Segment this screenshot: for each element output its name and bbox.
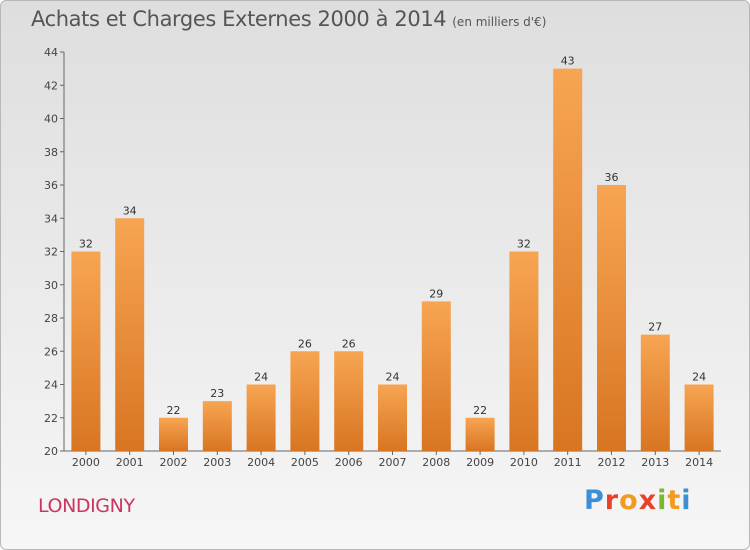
bars: 32 34 22 23 24 26 26 24 29 22 32 43 36 27 24 (71, 55, 714, 451)
bar-value-label: 43 (561, 55, 575, 68)
chart-title: Achats et Charges Externes 2000 à 2014 (31, 7, 447, 31)
bar (597, 185, 626, 451)
x-tick-label: 2013 (641, 456, 669, 469)
y-tick-label: 44 (44, 46, 58, 59)
bar-value-label: 32 (517, 238, 531, 251)
y-tick-label: 42 (44, 79, 58, 92)
bar-value-label: 32 (79, 238, 93, 251)
x-tick-label: 2011 (554, 456, 582, 469)
bar-value-label: 27 (648, 321, 662, 334)
bar-value-label: 26 (298, 337, 312, 350)
y-tick-label: 22 (44, 412, 58, 425)
bar (71, 251, 101, 451)
bar (684, 384, 714, 451)
x-tick-label: 2012 (598, 456, 626, 469)
bar-value-label: 23 (210, 387, 224, 400)
chart-title-block: Achats et Charges Externes 2000 à 2014 (e… (31, 7, 546, 31)
x-tick-label: 2008 (422, 456, 450, 469)
y-tick-label: 36 (44, 179, 58, 192)
x-tick-label: 2006 (335, 456, 363, 469)
bar (553, 68, 583, 451)
bar-value-label: 22 (167, 404, 181, 417)
bar (246, 384, 276, 451)
bar (334, 351, 364, 451)
bar (290, 351, 320, 451)
bar (640, 334, 670, 451)
x-tick-label: 2002 (160, 456, 188, 469)
axes: 20 22 24 26 28 30 32 34 36 38 40 42 44 2000 2001 2002 20… (44, 46, 721, 469)
bar (378, 384, 407, 451)
x-tick-label: 2009 (466, 456, 494, 469)
y-tick-label: 34 (44, 212, 58, 225)
x-tick-label: 2003 (203, 456, 231, 469)
bar-value-label: 24 (386, 371, 400, 384)
x-tick-label: 2005 (291, 456, 319, 469)
x-tick-label: 2010 (510, 456, 538, 469)
y-tick-label: 20 (44, 445, 58, 458)
x-tick-label: 2000 (72, 456, 100, 469)
bar (509, 251, 539, 451)
chart-unit: (en milliers d'€) (452, 15, 547, 29)
bar-value-label: 29 (429, 287, 443, 300)
bar (159, 417, 188, 451)
y-tick-label: 30 (44, 279, 58, 292)
x-tick-label: 2004 (247, 456, 275, 469)
x-tick-label: 2014 (685, 456, 713, 469)
bar-value-label: 24 (254, 371, 268, 384)
y-tick-label: 40 (44, 113, 58, 126)
x-tick-label: 2007 (379, 456, 407, 469)
bar-value-label: 36 (605, 171, 619, 184)
x-tick-label: 2001 (116, 456, 144, 469)
y-tick-label: 32 (44, 246, 58, 259)
bar-value-label: 26 (342, 337, 356, 350)
brand-logo: Proxiti (584, 485, 692, 516)
bar (465, 417, 495, 451)
bar-value-label: 22 (473, 404, 487, 417)
bar (202, 401, 232, 451)
bar-value-label: 34 (123, 204, 137, 217)
bar (115, 218, 145, 451)
bar (421, 301, 451, 451)
city-name: LONDIGNY (38, 495, 135, 517)
y-tick-label: 38 (44, 146, 58, 159)
y-tick-label: 24 (44, 379, 58, 392)
bar-value-label: 24 (692, 371, 706, 384)
y-tick-label: 26 (44, 345, 58, 358)
y-tick-label: 28 (44, 312, 58, 325)
